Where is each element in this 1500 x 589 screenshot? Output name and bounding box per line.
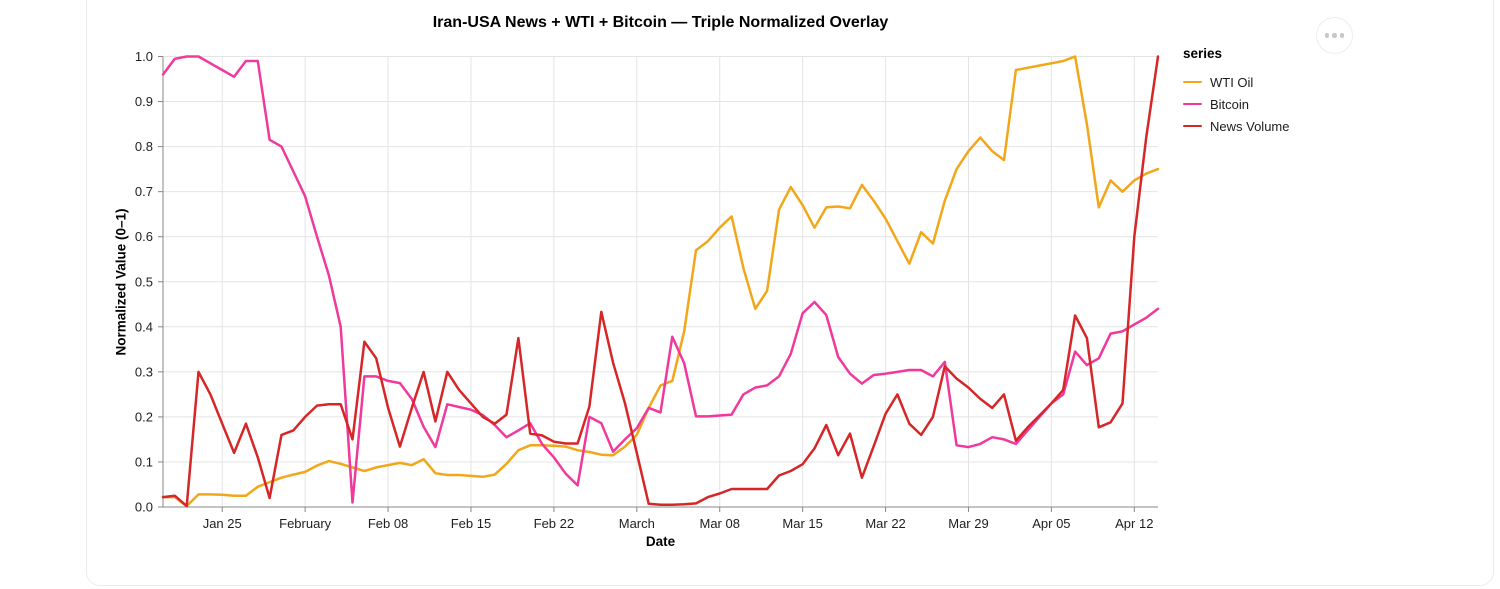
x-axis-title: Date — [645, 534, 676, 549]
legend-title: series — [1183, 46, 1223, 61]
chart-card — [86, 0, 1494, 586]
y-tick-label: 0.0 — [135, 500, 153, 515]
wti-oil-line-swatch-icon — [1183, 80, 1202, 84]
x-tick-label: Mar 22 — [865, 516, 905, 531]
ellipsis-icon — [1324, 33, 1345, 38]
x-tick-label: Feb 15 — [451, 516, 491, 531]
y-tick-label: 0.4 — [135, 319, 153, 334]
x-tick-label: Jan 25 — [203, 516, 242, 531]
x-tick-label: Apr 05 — [1032, 516, 1070, 531]
line-news-volume — [161, 55, 1160, 508]
legend-entry-wti-oil: WTI Oil — [1183, 71, 1289, 93]
legend: series WTI Oil Bitcoin News Volume — [1183, 46, 1289, 137]
y-tick-label: 0.1 — [135, 454, 153, 469]
legend-label: News Volume — [1210, 118, 1290, 134]
legend-entry-news-volume: News Volume — [1183, 115, 1289, 137]
y-tick-label: 0.3 — [135, 364, 153, 379]
more-options-button[interactable] — [1316, 17, 1353, 54]
legend-label: Bitcoin — [1210, 96, 1250, 112]
x-tick-label: February — [279, 516, 332, 531]
x-tick-label: Feb 22 — [534, 516, 574, 531]
x-tick-label: Feb 08 — [368, 516, 408, 531]
x-tick-label: Apr 12 — [1115, 516, 1153, 531]
legend-label: WTI Oil — [1210, 74, 1254, 90]
line-wti-oil — [161, 55, 1160, 508]
y-tick-label: 0.6 — [135, 229, 153, 244]
y-tick-label: 0.2 — [135, 409, 153, 424]
x-tick-label: Mar 08 — [699, 516, 739, 531]
x-tick-label: March — [619, 516, 655, 531]
y-tick-label: 0.5 — [135, 274, 153, 289]
news-volume-line-swatch-icon — [1183, 124, 1202, 128]
y-axis-title: Normalized Value (0–1) — [113, 208, 129, 356]
legend-entry-bitcoin: Bitcoin — [1183, 93, 1289, 115]
x-tick-label: Mar 15 — [782, 516, 822, 531]
line-bitcoin — [161, 55, 1160, 504]
y-tick-label: 0.8 — [135, 139, 153, 154]
bitcoin-line-swatch-icon — [1183, 102, 1202, 106]
chart-title: Iran-USA News + WTI + Bitcoin — Triple N… — [432, 14, 889, 31]
x-tick-label: Mar 29 — [948, 516, 988, 531]
y-tick-label: 0.9 — [135, 94, 153, 109]
y-tick-label: 0.7 — [135, 184, 153, 199]
y-tick-label: 1.0 — [135, 49, 153, 64]
